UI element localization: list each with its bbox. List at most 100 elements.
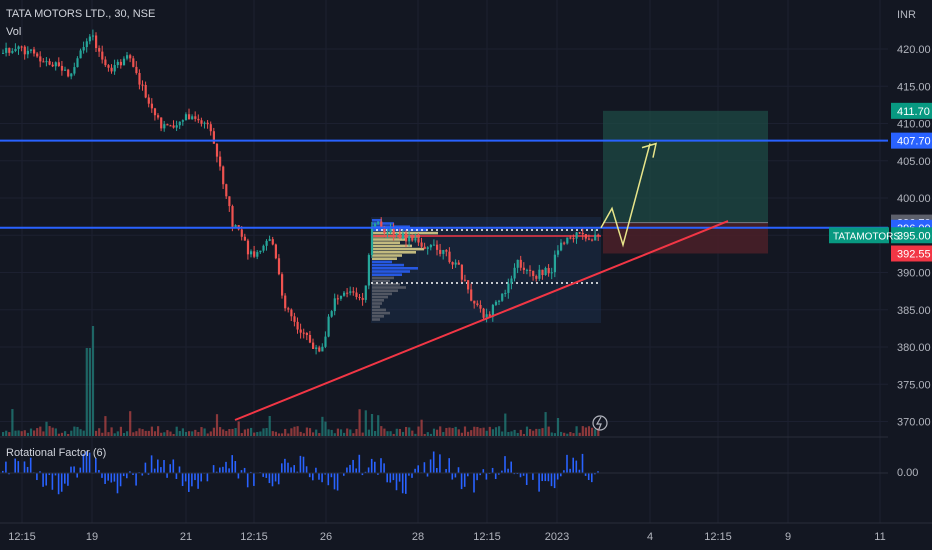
ticker-badge	[829, 227, 889, 244]
indicator-bar	[85, 451, 88, 474]
volume-bar	[274, 431, 277, 436]
candle-body	[79, 50, 82, 59]
indicator-bar	[104, 473, 106, 484]
candle-body	[432, 244, 436, 246]
volume-bar	[98, 428, 101, 436]
indicator-bar	[141, 473, 144, 476]
volume-bar	[315, 429, 318, 436]
indicator-bar	[36, 473, 38, 481]
volume-bar	[457, 429, 460, 436]
indicator-bar	[395, 473, 398, 491]
indicator-bar	[234, 461, 237, 474]
candle-body	[491, 304, 494, 317]
candle-body	[163, 124, 166, 129]
drawings[interactable]	[0, 139, 888, 421]
volume-bar	[107, 432, 110, 436]
volume-legend[interactable]: Vol	[6, 26, 22, 38]
candle-body	[436, 244, 439, 250]
candle-body	[525, 269, 529, 271]
indicator-bar	[212, 465, 215, 474]
indicator-bar	[584, 473, 587, 476]
candle-body	[581, 232, 584, 235]
volume-profile-bar	[372, 295, 388, 299]
volume-bar	[429, 433, 432, 436]
time-axis[interactable]: 12:15 19 21 12:15 26 28 12:15 2023 4 12:15 9 11	[0, 522, 932, 543]
candle-body	[8, 47, 11, 53]
candle-body	[36, 53, 39, 57]
candle-body	[48, 61, 51, 65]
volume-bar	[377, 415, 380, 436]
candle-body	[259, 250, 262, 253]
indicator-legend[interactable]: Rotational Factor (6)	[6, 447, 107, 459]
candle-body	[364, 285, 367, 300]
volume-bar	[240, 433, 243, 436]
indicator-bar	[560, 473, 562, 477]
candle-body	[293, 316, 296, 322]
indicator-bar	[163, 460, 165, 474]
volume-bar	[463, 426, 467, 436]
volume-profile-bar	[372, 231, 438, 235]
volume-bar	[560, 431, 563, 436]
candle-body	[377, 221, 380, 224]
indicator-bar	[73, 466, 75, 474]
indicator-bar	[79, 467, 82, 474]
candle-body	[572, 238, 575, 240]
price-axis[interactable]: 420.00 415.00 410.00 405.00 400.00 395.00 390.…	[897, 9, 931, 479]
volume-bar	[439, 426, 442, 436]
candle-body	[73, 67, 76, 74]
candle-body	[352, 291, 355, 293]
time-tick-label: 4	[647, 531, 653, 543]
candle-body	[374, 223, 377, 227]
candle-body	[265, 240, 268, 246]
time-tick-label: 12:15	[240, 531, 268, 543]
volume-bar	[135, 431, 138, 436]
indicator-bar	[460, 473, 463, 490]
time-tick-label: 26	[320, 531, 332, 543]
volume-profile-bar	[372, 302, 382, 305]
indicator-bar	[274, 473, 277, 482]
volume-bar	[501, 431, 504, 436]
indicator-bar	[302, 456, 305, 474]
position-zones[interactable]	[603, 110, 768, 254]
volume-bar	[318, 433, 321, 436]
volume-profile-bar	[372, 289, 398, 292]
indicator-bar	[408, 473, 410, 476]
time-tick-label: 11	[874, 531, 885, 543]
volume-bar	[293, 426, 296, 436]
volume-profile-bar	[372, 276, 394, 280]
volume-bar	[460, 432, 463, 436]
indicator-bar	[522, 473, 525, 476]
indicator-bar	[284, 458, 286, 474]
candle-body	[256, 252, 259, 257]
candle-body	[575, 232, 578, 239]
indicator-bar	[479, 473, 481, 476]
indicator-bar	[439, 454, 441, 474]
candle-body	[194, 116, 197, 119]
candle-body	[122, 58, 126, 66]
volume-bar	[299, 431, 302, 436]
volume-bar	[277, 433, 281, 436]
candle-body	[411, 235, 414, 241]
volume-profile-bar	[372, 311, 390, 315]
indicator-bar	[243, 467, 246, 474]
symbol-title[interactable]: TATA MOTORS LTD., 30, NSE	[6, 8, 156, 20]
candle-body	[98, 48, 101, 52]
indicator-bar	[194, 473, 196, 481]
volume-bar	[144, 430, 147, 436]
indicator-bar	[519, 473, 522, 478]
volume-bar	[367, 429, 370, 436]
indicator-bar	[17, 461, 20, 474]
volume-bar	[51, 427, 54, 436]
volume-bar	[76, 426, 79, 436]
volume-bar	[85, 348, 88, 436]
indicator-bar	[150, 455, 153, 474]
candle-body	[88, 36, 91, 42]
indicator-bar	[467, 473, 469, 477]
candle-body	[95, 35, 98, 49]
price-tick-label: 400.00	[897, 193, 931, 205]
candle-body	[144, 84, 147, 98]
volume-bar	[132, 432, 135, 436]
trendline	[234, 220, 729, 421]
